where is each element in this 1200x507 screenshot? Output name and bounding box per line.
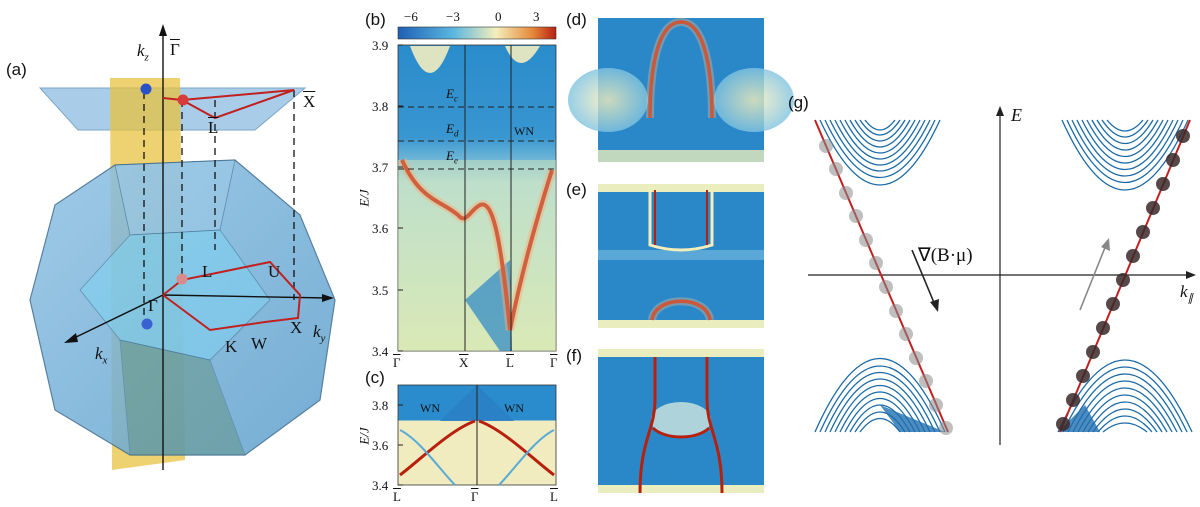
colorbar-tick: −6 [404, 9, 418, 24]
ky-label: ky [313, 322, 326, 345]
l-bar-label: L [208, 118, 219, 137]
x-bar-label: X [303, 92, 316, 111]
ytick-b: 3.4 [372, 344, 389, 359]
xtick-b: Γ [550, 355, 558, 370]
brillouin-zone-figure [29, 24, 336, 470]
colorbar-tick: −3 [446, 9, 460, 24]
weyl-node-label: WN [514, 124, 534, 138]
blue-node-top [140, 83, 152, 95]
wavepacket-right [1056, 129, 1190, 431]
point-K-label: K [225, 337, 238, 356]
ytick-c: 3.6 [372, 438, 389, 453]
point-L-label: L [202, 262, 213, 281]
xtick-b: Γ [393, 355, 401, 370]
e-axis-label: E [1011, 105, 1022, 125]
kx-axis [69, 294, 164, 341]
panel-a-label: (a) [6, 60, 27, 79]
wavepacket-left [819, 139, 953, 435]
point-gamma-label: Γ [148, 296, 158, 315]
arrow-up [1079, 244, 1107, 311]
colorbar-tick: 0 [495, 9, 502, 24]
kx-label: kx [95, 344, 108, 367]
ytick-b: 3.9 [372, 38, 389, 53]
ytick-b: 3.6 [372, 221, 389, 236]
surface-path [162, 89, 295, 120]
panel-d-label: (d) [566, 10, 587, 29]
point-U-label: U [268, 262, 281, 281]
xtick-b: X [459, 355, 469, 370]
energy-label-e: Ee [446, 148, 458, 166]
red-node-bulk [176, 273, 188, 285]
xtick-c: L [550, 489, 558, 504]
energy-label-c: Ec [446, 86, 458, 104]
colorbar-tick: 3 [533, 9, 540, 24]
gamma-bar-label: Γ [170, 40, 180, 59]
xtick-c: Γ [471, 489, 479, 504]
xtick-c: L [393, 489, 401, 504]
gradient-label: ∇(B·μ) [918, 245, 973, 266]
red-node-top [177, 94, 189, 106]
panel-c-label: (c) [365, 368, 385, 387]
weyl-node-label: WN [420, 401, 440, 415]
ytick-b: 3.7 [372, 160, 389, 175]
arrow-down [911, 249, 936, 306]
ytick-b: 3.8 [372, 99, 389, 114]
point-W-label: W [251, 334, 268, 353]
panel-b-label: (b) [365, 10, 386, 29]
blue-node-bulk [141, 318, 153, 330]
ytick-b: 3.5 [372, 283, 389, 298]
point-X-label: X [290, 318, 303, 337]
xtick-b: L [506, 355, 514, 370]
k-axis-label: k∥ [1180, 282, 1194, 305]
panel-f-label: (f) [566, 346, 583, 365]
kz-label: kz [137, 41, 149, 64]
bulk-path [162, 260, 302, 332]
ytick-c: 3.4 [372, 478, 389, 493]
panel-e-label: (e) [566, 180, 587, 199]
weyl-node-label: WN [504, 401, 524, 415]
panel-g-label: (g) [788, 93, 809, 112]
ytick-c: 3.8 [372, 398, 389, 413]
energy-label-d: Ed [446, 121, 459, 139]
